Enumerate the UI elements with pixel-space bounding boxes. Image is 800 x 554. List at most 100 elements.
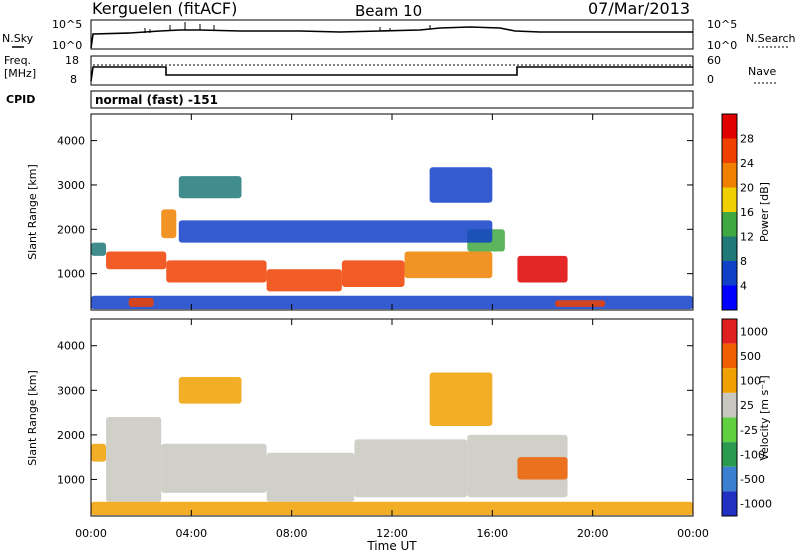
power-region [429,167,493,203]
nsearch-label: N.Search [746,32,796,45]
power-region [166,260,267,283]
power-region [178,176,242,199]
power-y-tick-label: 1000 [57,268,85,281]
velocity-colorbar-tick-label: -100 [740,448,765,461]
velocity-colorbar-swatch [722,491,737,516]
x-tick-label: 08:00 [276,527,308,540]
velocity-region [91,501,693,516]
velocity-y-label: Slant Range [km] [26,370,39,466]
power-colorbar-frame [721,113,738,311]
cpid-panel: normal (fast) -151 [90,90,694,109]
velocity-region [106,417,162,502]
power-y-tick-label: 3000 [57,179,85,192]
nave-label: Nave [748,65,776,78]
freq-left-tick-bottom: 8 [70,73,77,86]
power-colorbar-swatch [722,114,737,139]
velocity-y-tick-label: 4000 [57,340,85,353]
power-region [128,298,154,307]
power-panel: 1000 2000 3000 4000 Slant Range [km] 4 8 12 16… [26,113,771,311]
x-tick-label: 16:00 [476,527,508,540]
beam-title: Beam 10 [355,2,422,20]
velocity-data-regions [91,372,693,516]
freq-trace [90,66,693,82]
station-title: Kerguelen (fitACF) [92,0,237,18]
velocity-region [429,372,493,426]
cpid-label: CPID [6,93,35,106]
velocity-y-tick-label: 1000 [57,473,85,486]
power-region [517,255,568,283]
freq-left-tick-top: 18 [65,54,79,67]
power-colorbar: 4 8 12 16 20 24 28 [721,113,754,311]
velocity-colorbar-tick-label: 1000 [740,325,768,338]
noise-left-tick-bottom: 10^0 [52,39,82,52]
power-colorbar-swatch [722,138,737,163]
velocity-y-axis: 1000 2000 3000 4000 [57,340,693,486]
velocity-y-tick-label: 2000 [57,429,85,442]
power-region [555,300,606,307]
power-colorbar-swatch [722,285,737,310]
velocity-colorbar-swatch [722,442,737,467]
x-tick-label: 12:00 [376,527,408,540]
power-colorbar-swatch [722,261,737,286]
power-region [266,269,342,292]
velocity-y-tick-label: 3000 [57,384,85,397]
power-y-tick-label: 2000 [57,223,85,236]
x-axis-label: Time UT [366,539,417,553]
x-tick-label: 00:00 [677,527,709,540]
power-colorbar-tick-label: 12 [740,231,754,244]
power-colorbar-tick-label: 24 [740,157,754,170]
noise-left-tick-top: 10^5 [52,18,82,31]
velocity-colorbar-tick-label: 500 [740,350,761,363]
velocity-region [91,443,107,462]
power-region [178,220,493,243]
velocity-colorbar-swatch [722,466,737,492]
velocity-colorbar-tick-label: -25 [740,424,758,437]
power-y-axis: 1000 2000 3000 4000 [57,135,693,281]
x-tick-label: 20:00 [577,527,609,540]
power-y-tick-label: 4000 [57,135,85,148]
velocity-region [354,439,468,498]
power-colorbar-swatch [722,187,737,212]
velocity-colorbar-swatch [722,368,737,393]
power-colorbar-swatch [722,212,737,237]
velocity-colorbar-frame [721,318,738,517]
velocity-colorbar-tick-label: 25 [740,399,754,412]
noise-right-tick-bottom: 10^0 [707,39,737,52]
power-colorbar-tick-label: 20 [740,182,754,195]
velocity-colorbar-swatch [722,417,737,443]
power-colorbar-tick-label: 8 [740,255,747,268]
velocity-region [517,457,568,480]
date-title: 07/Mar/2013 [588,0,690,18]
power-region [91,242,107,256]
noise-right-tick-top: 10^5 [707,18,737,31]
x-axis: 00:00 04:00 08:00 12:00 16:00 20:00 00:00 [75,114,709,540]
power-region [91,295,693,310]
power-region [404,251,493,279]
x-tick-label: 04:00 [175,527,207,540]
power-colorbar-swatch [722,163,737,188]
power-colorbar-tick-label: 28 [740,133,754,146]
freq-unit-label: [MHz] [4,67,36,80]
power-y-label: Slant Range [km] [26,164,39,260]
x-tick-label: 00:00 [75,527,107,540]
nsky-trace [90,26,693,49]
freq-right-tick-bottom: 0 [707,73,714,86]
power-colorbar-tick-label: 16 [740,206,754,219]
power-region [341,260,405,287]
velocity-region [161,443,267,493]
velocity-colorbar-tick-label: -1000 [740,498,772,511]
velocity-colorbar-swatch [722,319,737,344]
power-region [106,251,167,270]
velocity-colorbar-tick-label: 100 [740,375,761,388]
freq-panel: Freq. [MHz] 18 8 60 0 Nave [4,54,776,86]
velocity-panel: 1000 2000 3000 4000 Slant Range [km] 1000 50… [26,318,772,517]
nsky-label: N.Sky [2,32,34,45]
freq-right-tick-top: 60 [707,54,721,67]
velocity-region [467,434,568,498]
velocity-colorbar: 1000 500 100 25 -25 -100 -500 -1000 [721,318,772,517]
noise-panel: N.Sky 10^5 10^0 10^5 10^0 N.Search [2,18,796,52]
velocity-colorbar-swatch [722,343,737,369]
power-colorbar-tick-label: 4 [740,280,747,293]
velocity-colorbar-swatch [722,392,737,418]
